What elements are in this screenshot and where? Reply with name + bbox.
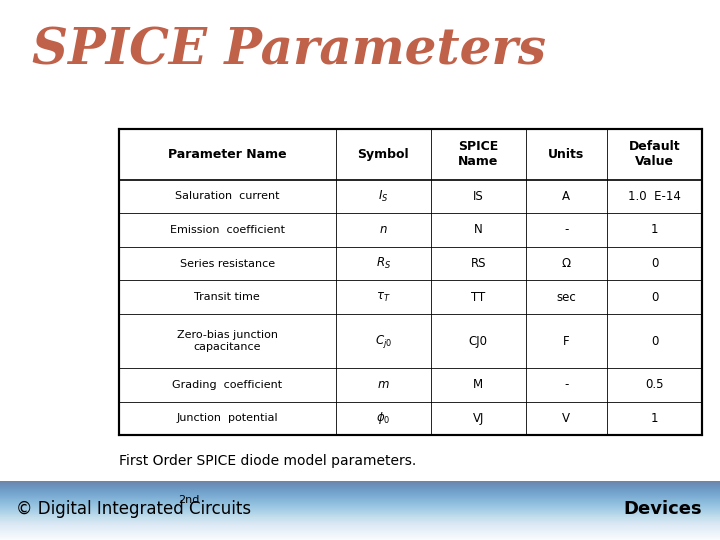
Text: $I_S$: $I_S$ <box>378 189 389 204</box>
Text: $R_S$: $R_S$ <box>376 256 391 271</box>
Text: Parameter Name: Parameter Name <box>168 148 287 161</box>
Text: Transit time: Transit time <box>194 292 260 302</box>
Text: M: M <box>473 379 483 392</box>
Text: $n$: $n$ <box>379 224 387 237</box>
Text: 1: 1 <box>651 412 658 425</box>
Text: Grading  coefficient: Grading coefficient <box>172 380 282 390</box>
Text: 0: 0 <box>651 335 658 348</box>
Text: Ω: Ω <box>562 257 571 270</box>
Text: First Order SPICE diode model parameters.: First Order SPICE diode model parameters… <box>119 454 416 468</box>
Text: V: V <box>562 412 570 425</box>
Text: A: A <box>562 190 570 203</box>
Text: TT: TT <box>471 291 485 304</box>
Text: -: - <box>564 379 569 392</box>
Text: F: F <box>563 335 570 348</box>
Text: $\tau_T$: $\tau_T$ <box>376 291 391 304</box>
Text: Symbol: Symbol <box>357 148 409 161</box>
Text: RS: RS <box>470 257 486 270</box>
Text: $\phi_0$: $\phi_0$ <box>376 410 390 427</box>
Text: © Digital Integrated Circuits: © Digital Integrated Circuits <box>16 500 251 518</box>
Text: $C_{j0}$: $C_{j0}$ <box>374 333 392 349</box>
Text: -: - <box>564 224 569 237</box>
Text: Saluration  current: Saluration current <box>175 191 279 201</box>
Text: 0: 0 <box>651 257 658 270</box>
Text: Zero-bias junction
capacitance: Zero-bias junction capacitance <box>177 330 278 352</box>
Text: 0: 0 <box>651 291 658 304</box>
Text: Junction  potential: Junction potential <box>176 414 278 423</box>
Text: $m$: $m$ <box>377 379 390 392</box>
Text: 2nd: 2nd <box>179 495 200 504</box>
Text: Emission  coefficient: Emission coefficient <box>170 225 285 235</box>
Text: SPICE
Name: SPICE Name <box>458 140 498 168</box>
Text: N: N <box>474 224 482 237</box>
Text: 1.0  E-14: 1.0 E-14 <box>628 190 681 203</box>
Text: Series resistance: Series resistance <box>180 259 275 268</box>
Text: VJ: VJ <box>472 412 484 425</box>
Text: 1: 1 <box>651 224 658 237</box>
Text: IS: IS <box>473 190 484 203</box>
Text: sec: sec <box>557 291 576 304</box>
Text: 0.5: 0.5 <box>645 379 664 392</box>
Text: Devices: Devices <box>624 500 702 518</box>
Text: Units: Units <box>548 148 585 161</box>
FancyBboxPatch shape <box>119 129 702 435</box>
Text: Default
Value: Default Value <box>629 140 680 168</box>
Text: CJ0: CJ0 <box>469 335 487 348</box>
Text: SPICE Parameters: SPICE Parameters <box>32 27 546 76</box>
